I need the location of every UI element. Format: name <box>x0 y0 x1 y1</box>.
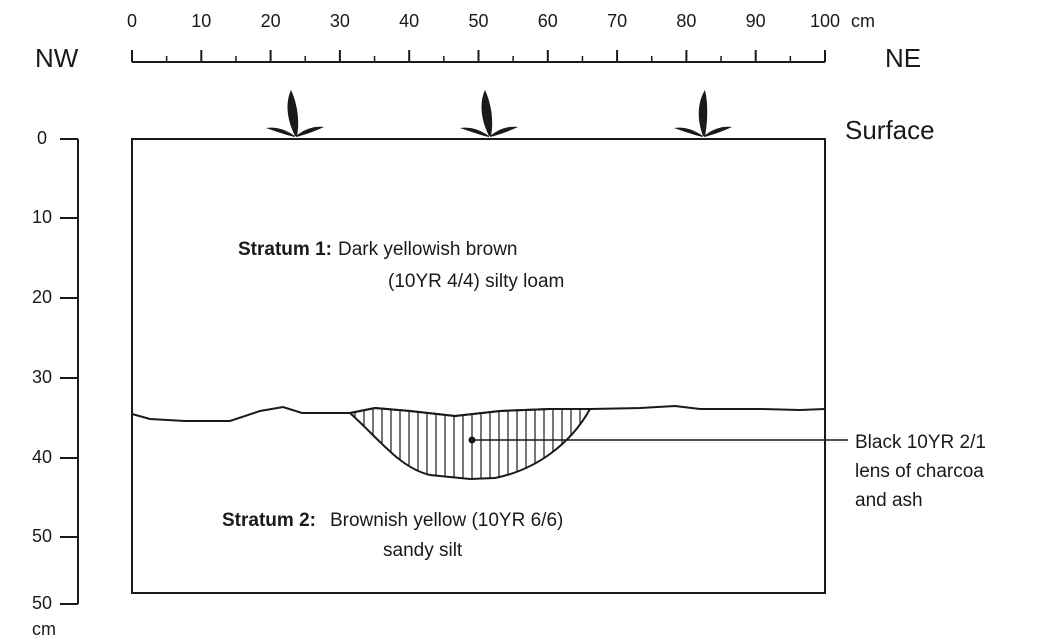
lens-label: Black 10YR 2/1 <box>855 432 986 453</box>
lens-label: and ash <box>855 490 923 511</box>
scale-label: 40 <box>32 447 52 467</box>
scale-label: 0 <box>37 128 47 148</box>
plant-icons <box>266 90 732 137</box>
scale-label: 0 <box>127 11 137 31</box>
stratum-desc: Brownish yellow (10YR 6/6) <box>330 510 563 531</box>
scale-label: 90 <box>746 11 766 31</box>
scale-label: 10 <box>191 11 211 31</box>
stratum-desc: sandy silt <box>383 540 463 561</box>
lens-label: lens of charcoa <box>855 461 984 482</box>
scale-label: 60 <box>538 11 558 31</box>
unit-label: cm <box>32 619 56 639</box>
stratum-desc: Dark yellowish brown <box>338 239 518 260</box>
profile-box <box>131 138 826 594</box>
scale-label: 50 <box>468 11 488 31</box>
scale-label: 30 <box>330 11 350 31</box>
surface-label: Surface <box>845 115 935 145</box>
stratum-name: Stratum 2: <box>222 510 316 531</box>
scale-label: 20 <box>32 287 52 307</box>
scale-label: 50 <box>32 593 52 613</box>
scale-label: 80 <box>676 11 696 31</box>
scale-label: 50 <box>32 526 52 546</box>
charcoal-lens <box>347 406 592 481</box>
nw-label: NW <box>35 43 79 73</box>
scale-label: 30 <box>32 367 52 387</box>
scale-label: 20 <box>261 11 281 31</box>
scale-label: 100 <box>810 11 840 31</box>
scale-label: 10 <box>32 207 52 227</box>
stratum-1-label: Stratum 1: Dark yellowish brown <box>238 239 517 260</box>
ne-label: NE <box>885 43 921 73</box>
scale-label: 40 <box>399 11 419 31</box>
stratum-name: Stratum 1: <box>238 239 332 260</box>
stratum-desc: (10YR 4/4) silty loam <box>388 271 564 292</box>
stratum-2-label: Stratum 2: Brownish yellow (10YR 6/6) <box>222 510 563 531</box>
unit-label: cm <box>851 11 875 31</box>
scale-label: 70 <box>607 11 627 31</box>
